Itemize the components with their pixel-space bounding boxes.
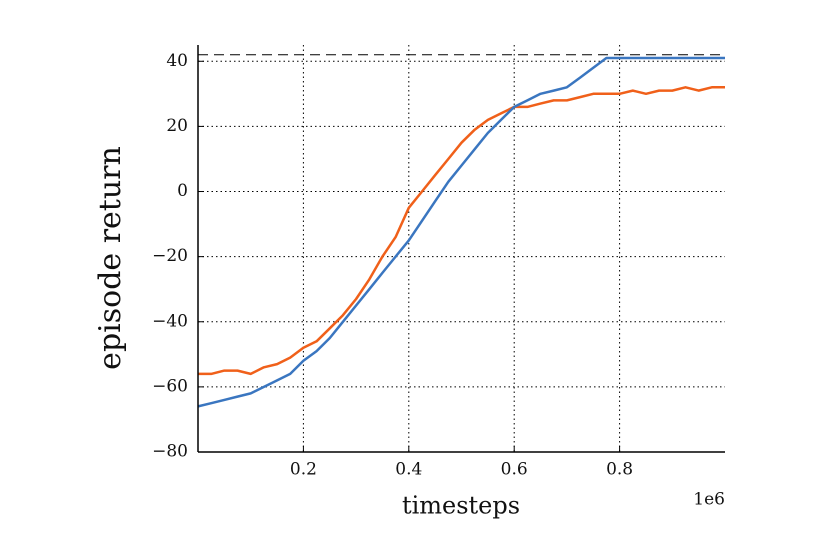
x-tick-label: 0.4 xyxy=(395,460,422,480)
y-tick-label: −40 xyxy=(152,311,188,331)
y-tick-label: −60 xyxy=(152,376,188,396)
x-tick-label: 0.6 xyxy=(501,460,528,480)
y-axis-label: episode return xyxy=(93,146,128,370)
x-offset-label: 1e6 xyxy=(693,490,725,510)
x-tick-label: 0.8 xyxy=(606,460,633,480)
line xyxy=(198,86,725,376)
x-tick-label: 0.2 xyxy=(290,460,317,480)
line xyxy=(197,56,725,408)
y-tick-label: −20 xyxy=(152,246,188,266)
y-tick-label: 0 xyxy=(177,181,188,201)
y-tick-label: 20 xyxy=(166,116,188,136)
y-tick-label: 40 xyxy=(166,51,188,71)
x-axis-label: timesteps xyxy=(402,492,520,520)
y-tick-label: −80 xyxy=(152,442,188,462)
plot-area xyxy=(198,45,725,452)
